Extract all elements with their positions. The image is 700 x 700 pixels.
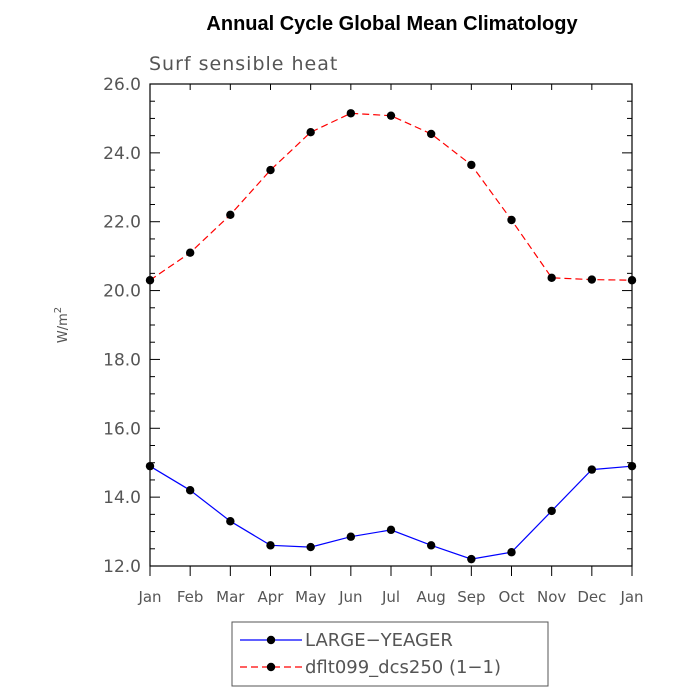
series-line-1 bbox=[149, 465, 633, 560]
series-1-point bbox=[627, 461, 637, 471]
legend-marker-1 bbox=[266, 635, 276, 645]
legend-marker-2 bbox=[266, 662, 276, 672]
series-1-point bbox=[266, 541, 275, 550]
x-tick-label: Oct bbox=[499, 588, 525, 606]
series-line-2 bbox=[149, 112, 633, 281]
x-tick-label: Jul bbox=[381, 588, 400, 606]
series-points bbox=[145, 109, 637, 564]
y-axis-label-text: W/m bbox=[56, 313, 71, 343]
x-tick-label: May bbox=[295, 588, 326, 606]
y-tick-label: 12.0 bbox=[103, 557, 141, 577]
series-2-point bbox=[627, 276, 637, 285]
series-2-point bbox=[306, 128, 315, 137]
series-1-point bbox=[467, 554, 476, 564]
plot-frame bbox=[149, 83, 633, 567]
y-tick-label: 26.0 bbox=[103, 75, 141, 95]
chart-subtitle: Surf sensible heat bbox=[149, 53, 338, 75]
series-2-point bbox=[145, 276, 155, 285]
x-tick-label: Jun bbox=[338, 588, 362, 606]
legend-box bbox=[231, 621, 549, 687]
legend-label-1: LARGE−YEAGER bbox=[305, 630, 453, 651]
series-1-point bbox=[547, 506, 556, 516]
series-2-point bbox=[426, 129, 436, 139]
series-1-point bbox=[226, 517, 235, 526]
x-tick-label: Dec bbox=[577, 588, 606, 606]
y-axis-label-superscript: 2 bbox=[53, 307, 64, 313]
series-2-point bbox=[386, 111, 396, 120]
y-tick-label: 20.0 bbox=[103, 282, 141, 302]
series-2-point bbox=[266, 165, 275, 175]
x-tick-label: Apr bbox=[258, 588, 285, 606]
series-2-point bbox=[547, 273, 556, 283]
series-2-point bbox=[185, 248, 195, 257]
series-2-point bbox=[226, 210, 235, 220]
y-tick-label: 22.0 bbox=[103, 213, 141, 233]
y-tick-label: 24.0 bbox=[103, 144, 141, 164]
y-tick-label: 16.0 bbox=[103, 419, 141, 439]
y-tick-label: 14.0 bbox=[103, 488, 141, 508]
series-1-point bbox=[426, 541, 436, 550]
x-tick-label: Jan bbox=[137, 588, 161, 606]
x-tick-label: Sep bbox=[457, 588, 485, 606]
y-axis-label: W/m2 bbox=[53, 307, 71, 343]
x-tick-label: Jan bbox=[619, 588, 643, 606]
y-tick-labels: 12.0 14.0 16.0 18.0 20.0 22.0 24.0 26.0 bbox=[103, 75, 141, 577]
x-tick-label: Feb bbox=[177, 588, 204, 606]
series-2-point bbox=[467, 160, 476, 170]
series-1-point bbox=[306, 542, 315, 552]
series-2-point bbox=[507, 215, 516, 225]
axis-ticks bbox=[149, 83, 633, 576]
series-lines bbox=[149, 112, 633, 560]
series-1-point bbox=[346, 532, 356, 541]
x-tick-label: Aug bbox=[417, 588, 446, 606]
series-2-point bbox=[346, 109, 356, 118]
series-1-point bbox=[507, 548, 516, 557]
x-tick-labels: Jan Feb Mar Apr May Jun Jul Aug Sep Oct Nov Dec Jan bbox=[137, 588, 643, 606]
legend-label-2: dflt099_dcs250 (1−1) bbox=[305, 657, 501, 678]
x-tick-label: Mar bbox=[216, 588, 245, 606]
chart-title: Annual Cycle Global Mean Climatology bbox=[206, 13, 578, 35]
legend: LARGE−YEAGER dflt099_dcs250 (1−1) bbox=[240, 630, 501, 678]
series-1-point bbox=[145, 461, 155, 471]
series-1-point bbox=[587, 465, 597, 474]
series-2-point bbox=[587, 275, 597, 284]
series-1-point bbox=[386, 525, 396, 535]
x-tick-label: Nov bbox=[537, 588, 566, 606]
y-tick-label: 18.0 bbox=[103, 350, 141, 370]
series-1-point bbox=[185, 486, 195, 495]
